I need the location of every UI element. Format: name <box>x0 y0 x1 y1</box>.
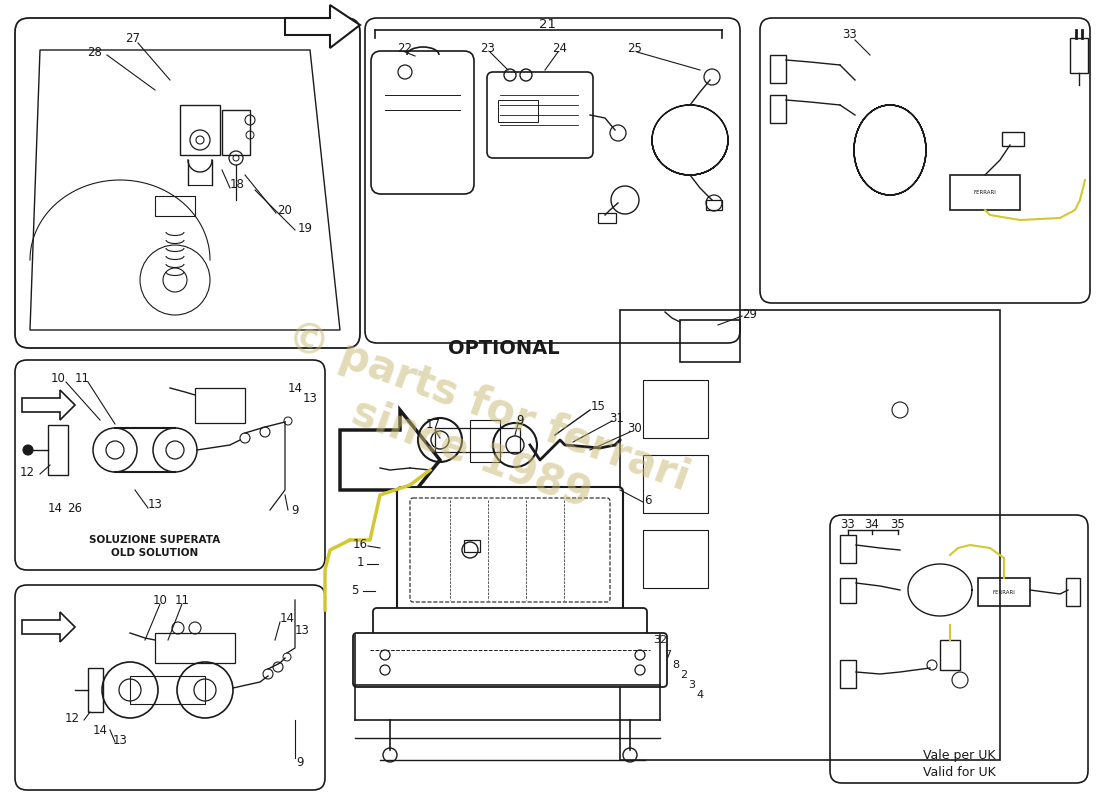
Text: 1: 1 <box>356 557 364 570</box>
Text: 28: 28 <box>88 46 102 58</box>
Text: 19: 19 <box>297 222 312 234</box>
Polygon shape <box>340 410 440 510</box>
Text: 10: 10 <box>153 594 167 606</box>
Text: 35: 35 <box>891 518 905 530</box>
Bar <box>464 540 480 552</box>
Text: 10: 10 <box>51 371 65 385</box>
Text: 16: 16 <box>352 538 367 551</box>
Text: 33: 33 <box>843 29 857 42</box>
Text: 18: 18 <box>230 178 244 191</box>
Bar <box>130 676 205 704</box>
FancyBboxPatch shape <box>487 72 593 158</box>
Bar <box>1066 578 1080 606</box>
Text: 9: 9 <box>292 503 299 517</box>
Text: 5: 5 <box>351 583 359 597</box>
Bar <box>470 420 500 462</box>
FancyBboxPatch shape <box>397 487 623 613</box>
Circle shape <box>23 445 33 455</box>
Text: Vale per UK: Vale per UK <box>923 750 996 762</box>
Text: 12: 12 <box>20 466 34 479</box>
Text: FERRARI: FERRARI <box>974 190 997 194</box>
Text: 4: 4 <box>696 690 704 700</box>
Bar <box>195 388 245 423</box>
Text: 23: 23 <box>481 42 495 54</box>
Text: 29: 29 <box>742 309 758 322</box>
Text: 31: 31 <box>609 411 625 425</box>
Bar <box>1002 132 1024 146</box>
Text: 30: 30 <box>628 422 642 434</box>
Bar <box>88 668 103 712</box>
Text: 14: 14 <box>92 723 108 737</box>
FancyBboxPatch shape <box>373 608 647 637</box>
Text: 15: 15 <box>591 401 605 414</box>
Text: 33: 33 <box>840 518 856 530</box>
Text: 9: 9 <box>296 755 304 769</box>
Text: 13: 13 <box>295 623 309 637</box>
Text: 3: 3 <box>689 680 695 690</box>
Bar <box>680 320 740 362</box>
Text: 6: 6 <box>645 494 651 506</box>
Text: 13: 13 <box>302 391 318 405</box>
Text: 2: 2 <box>681 670 688 680</box>
Text: OPTIONAL: OPTIONAL <box>448 338 560 358</box>
Text: 24: 24 <box>552 42 568 54</box>
Text: 13: 13 <box>112 734 128 746</box>
Bar <box>644 380 708 438</box>
Text: Valid for UK: Valid for UK <box>923 766 996 778</box>
Bar <box>1070 38 1088 73</box>
Bar <box>840 535 856 563</box>
FancyBboxPatch shape <box>353 633 667 687</box>
Bar <box>840 660 856 688</box>
Text: 25: 25 <box>628 42 642 54</box>
Polygon shape <box>22 612 75 642</box>
Text: © parts for ferrari
since 1989: © parts for ferrari since 1989 <box>265 314 695 546</box>
Text: 11: 11 <box>175 594 189 606</box>
Bar <box>644 530 708 588</box>
Bar <box>940 640 960 670</box>
Text: 14: 14 <box>47 502 63 514</box>
Bar <box>155 633 235 663</box>
Text: 34: 34 <box>865 518 879 530</box>
Text: OLD SOLUTION: OLD SOLUTION <box>111 548 199 558</box>
Text: 22: 22 <box>397 42 412 54</box>
Bar <box>644 455 708 513</box>
Bar <box>598 213 616 223</box>
Text: 32: 32 <box>653 635 667 645</box>
FancyBboxPatch shape <box>371 51 474 194</box>
Bar <box>434 428 520 452</box>
Bar <box>222 110 250 155</box>
Bar <box>706 200 722 210</box>
Bar <box>180 105 220 155</box>
Text: 27: 27 <box>125 31 141 45</box>
Text: 13: 13 <box>147 498 163 511</box>
Polygon shape <box>285 5 360 48</box>
Bar <box>770 95 786 123</box>
Text: 9: 9 <box>516 414 524 426</box>
Text: 26: 26 <box>67 502 82 514</box>
Bar <box>950 175 1020 210</box>
Text: 12: 12 <box>65 711 79 725</box>
Text: 7: 7 <box>664 650 672 660</box>
Bar <box>48 425 68 475</box>
Text: 21: 21 <box>539 18 557 31</box>
Bar <box>978 578 1030 606</box>
Bar <box>498 100 538 122</box>
Text: FERRARI: FERRARI <box>992 590 1015 594</box>
Text: 14: 14 <box>287 382 303 394</box>
Text: 11: 11 <box>75 371 89 385</box>
Bar <box>155 196 195 216</box>
Bar <box>840 578 856 603</box>
Text: 14: 14 <box>279 611 295 625</box>
Text: SOLUZIONE SUPERATA: SOLUZIONE SUPERATA <box>89 535 221 545</box>
Bar <box>770 55 786 83</box>
Text: 20: 20 <box>277 203 293 217</box>
Text: 17: 17 <box>426 418 440 431</box>
Text: 8: 8 <box>672 660 680 670</box>
Polygon shape <box>22 390 75 420</box>
